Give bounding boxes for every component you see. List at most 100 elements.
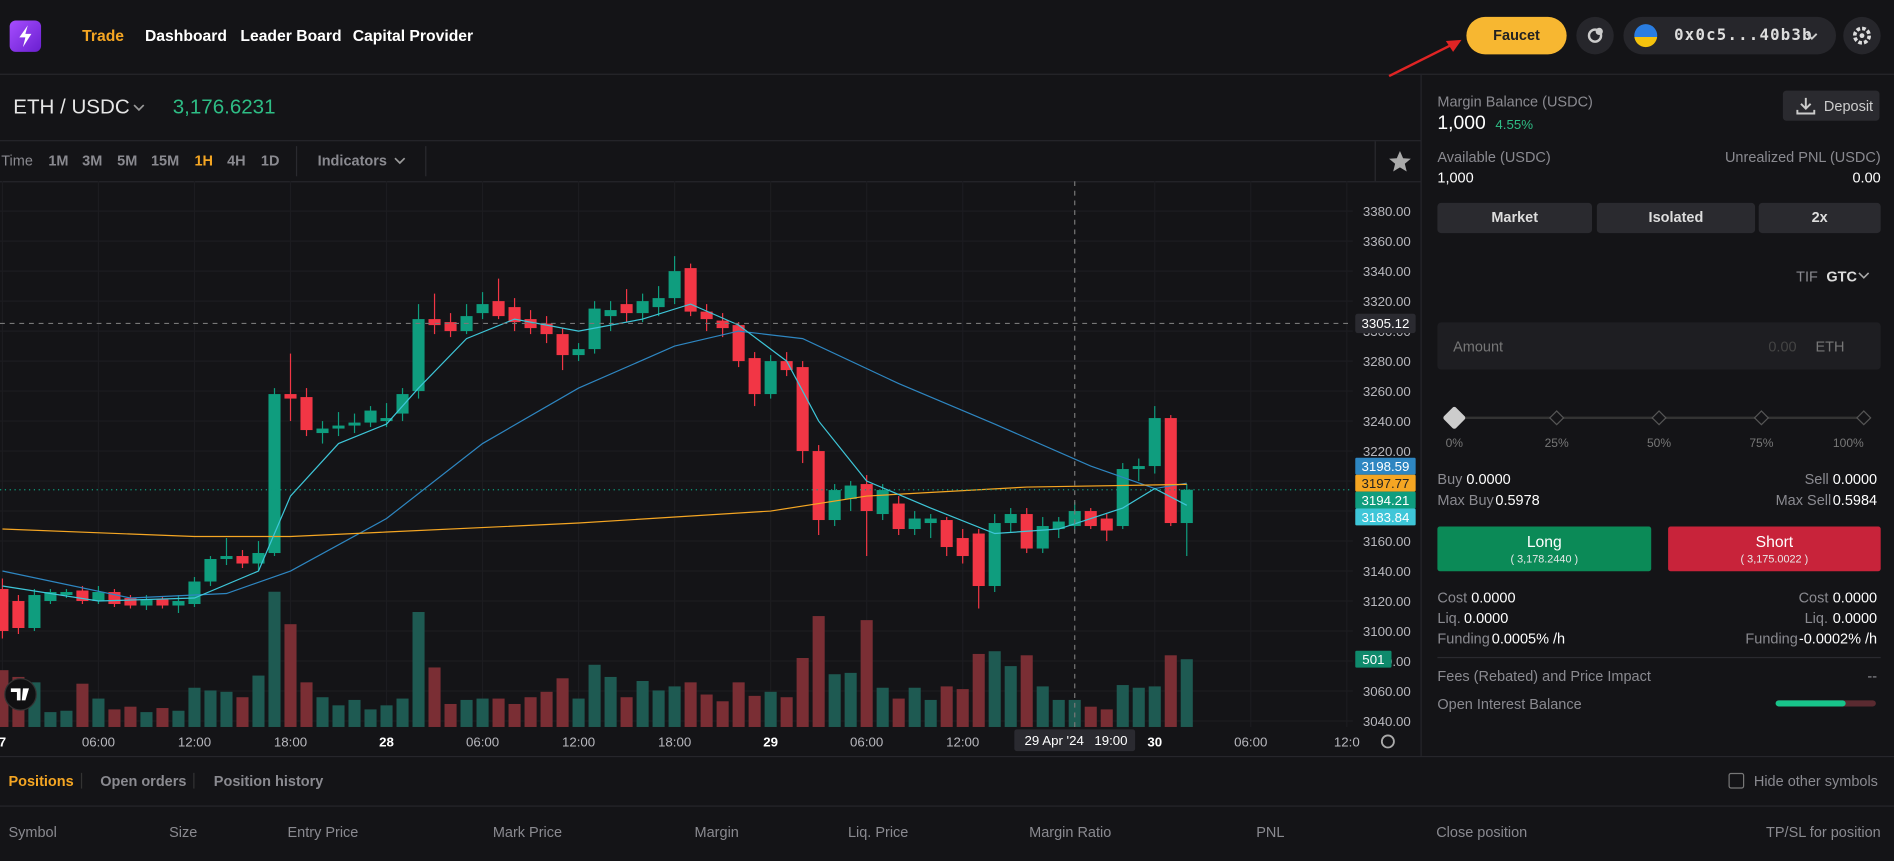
toolbar-item[interactable]: 1H [194, 152, 214, 170]
candle-body [92, 592, 105, 602]
volume-bar [92, 698, 105, 727]
settings-button[interactable] [1843, 16, 1881, 55]
y-tick-label: 3160.00 [1363, 534, 1411, 549]
y-tick-label: 3360.00 [1363, 234, 1411, 249]
separator [0, 805, 1894, 807]
separator [425, 146, 427, 177]
tif-select[interactable]: GTC [1826, 268, 1857, 285]
price-tag [1355, 474, 1416, 492]
volume-bar [1132, 687, 1145, 727]
x-tick-label: 7 [0, 734, 6, 749]
nav-item[interactable]: Trade [82, 26, 125, 45]
star-icon [1389, 150, 1411, 172]
moving-average [2, 483, 1187, 538]
toolbar-item[interactable]: 5M [117, 152, 138, 170]
nav-bar [0, 0, 1894, 75]
wallet-button[interactable]: 0x0c5...40b3b [1623, 16, 1837, 55]
indicators-button[interactable]: Indicators [317, 152, 387, 170]
candle-body [620, 304, 633, 314]
nav-item[interactable]: Capital Provider [352, 26, 474, 45]
candle-body [1148, 418, 1161, 467]
column-header: Margin Ratio [1029, 823, 1112, 841]
candle-body [1004, 514, 1017, 524]
value: -- [1867, 667, 1878, 685]
tab[interactable]: Positions [8, 772, 74, 790]
candle-body [812, 451, 825, 521]
candle-body [364, 410, 377, 423]
crosshair-price: 3305.12 [1361, 316, 1409, 331]
volume-tag-label: 501 [1362, 652, 1384, 667]
candle-body [412, 319, 425, 392]
amount-input[interactable]: Amount 0.00 ETH [1437, 322, 1881, 370]
leverage-slider[interactable]: 0% 25% 50% 75% 100% [1437, 406, 1880, 454]
volume-bar [892, 698, 905, 727]
candle-body [428, 319, 441, 326]
candle-body [140, 599, 153, 606]
nav-item[interactable]: Dashboard [144, 26, 227, 45]
faucet-button[interactable]: Faucet [1466, 16, 1567, 55]
volume-bar [1116, 685, 1129, 727]
candle-body [524, 319, 537, 329]
volume-bar [940, 686, 953, 727]
favorite-button[interactable] [1374, 141, 1422, 182]
volume-bar [1004, 666, 1017, 727]
label: Fees (Rebated) and Price Impact [1437, 667, 1651, 685]
axis-settings[interactable] [1380, 734, 1395, 749]
mode-button[interactable]: Market [1437, 202, 1593, 234]
candle-body [572, 349, 585, 356]
mode-button[interactable]: 2x [1758, 202, 1881, 234]
checkbox-label[interactable]: Hide other symbols [1753, 772, 1878, 790]
volume-bar [572, 698, 585, 727]
candle-body [540, 323, 553, 335]
toolbar-item[interactable]: 1D [260, 152, 280, 170]
volume-bar [204, 690, 217, 727]
price-tag [1355, 457, 1416, 475]
candle-body [380, 418, 393, 422]
candle-body [988, 523, 1001, 587]
label: Funding [1437, 630, 1490, 648]
short-price: ( 3,175.0022 ) [1740, 553, 1809, 566]
tab[interactable]: Open orders [100, 772, 187, 790]
mode-button[interactable]: Isolated [1596, 202, 1756, 234]
value: 0.0000 [1832, 609, 1878, 627]
checkbox[interactable] [1728, 772, 1745, 789]
x-tick-label: 12:00 [562, 734, 595, 749]
logo[interactable] [9, 20, 42, 52]
toolbar-item[interactable]: 15M [150, 152, 180, 170]
volume-bar [812, 616, 825, 727]
candle-body [1052, 521, 1065, 530]
volume-bar [0, 670, 9, 727]
column-header: PNL [1256, 823, 1285, 841]
volume-bar [924, 699, 937, 727]
label: Liq. [1437, 609, 1461, 627]
candle-body [204, 559, 217, 582]
chevron [1806, 33, 1818, 41]
y-tick-label: 3040.00 [1363, 714, 1411, 729]
candle-body [0, 589, 9, 632]
volume-bar [396, 698, 409, 727]
x-tick-label: 06:00 [1234, 734, 1267, 749]
separator [1437, 656, 1881, 659]
long-button[interactable]: Long ( 3,178.2440 ) [1437, 526, 1652, 572]
slider-step [1651, 410, 1667, 426]
nav-item[interactable]: Leader Board [240, 26, 342, 45]
column-header: Symbol [8, 823, 57, 841]
slider-handle[interactable] [1442, 406, 1466, 430]
toolbar-item[interactable]: 4H [227, 152, 246, 170]
tab[interactable]: Position history [213, 772, 324, 790]
volume-bar [1148, 686, 1161, 727]
amount-placeholder: 0.00 [1768, 338, 1797, 356]
download-icon [1796, 97, 1816, 115]
deposit-button[interactable]: Deposit [1782, 90, 1880, 121]
candle-body [972, 533, 985, 587]
volume-bar [492, 698, 505, 727]
pair-symbol[interactable]: ETH / USDC [13, 95, 130, 119]
value: 0.0000 [1832, 470, 1878, 488]
crosshair-time: 19:00 [1094, 733, 1127, 748]
toolbar-item[interactable]: Time [1, 152, 33, 170]
short-button[interactable]: Short ( 3,175.0022 ) [1668, 526, 1881, 572]
network-button[interactable] [1576, 16, 1614, 55]
candle-body [1164, 418, 1177, 524]
toolbar-item[interactable]: 1M [48, 152, 69, 170]
toolbar-item[interactable]: 3M [82, 152, 103, 170]
